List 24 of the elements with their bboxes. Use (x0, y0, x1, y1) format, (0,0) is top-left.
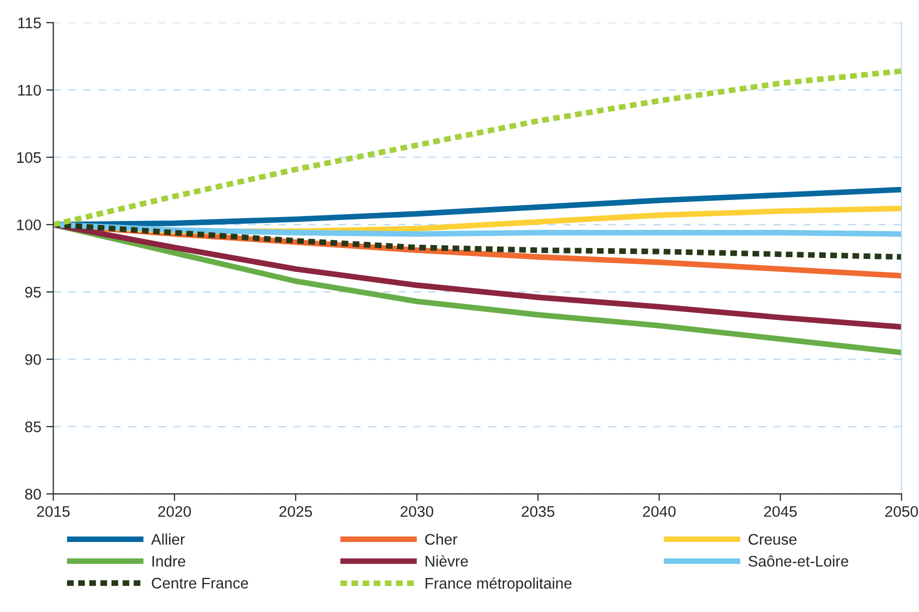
y-tick-label: 85 (25, 421, 41, 432)
x-tick-label: 2035 (522, 506, 554, 517)
legend-label: France métropolitaine (426, 577, 572, 592)
legend-label: Saône-et-Loire (748, 555, 848, 567)
legend-label: Cher (425, 534, 458, 545)
y-tick-label: 110 (18, 84, 41, 96)
y-tick-label: 80 (25, 488, 41, 500)
x-tick-label: 2045 (764, 506, 797, 517)
legend-label: Allier (151, 534, 185, 545)
x-tick-label: 2050 (885, 506, 918, 517)
y-tick-label: 100 (17, 219, 41, 230)
y-tick-label: 115 (18, 18, 41, 28)
x-tick-label: 2030 (400, 506, 434, 517)
y-tick-label: 95 (25, 286, 41, 298)
y-tick-label: 90 (25, 354, 41, 365)
legend-label: Creuse (748, 534, 796, 545)
y-tick-label: 105 (17, 152, 41, 163)
legend-label: Indre (152, 555, 186, 567)
x-tick-label: 2025 (279, 506, 312, 517)
x-tick-label: 2020 (158, 506, 191, 517)
legend-label: Centre France (152, 578, 248, 589)
x-tick-label: 2040 (642, 506, 676, 517)
x-tick-label: 2015 (37, 506, 70, 517)
legend-label: Nièvre (426, 555, 468, 567)
